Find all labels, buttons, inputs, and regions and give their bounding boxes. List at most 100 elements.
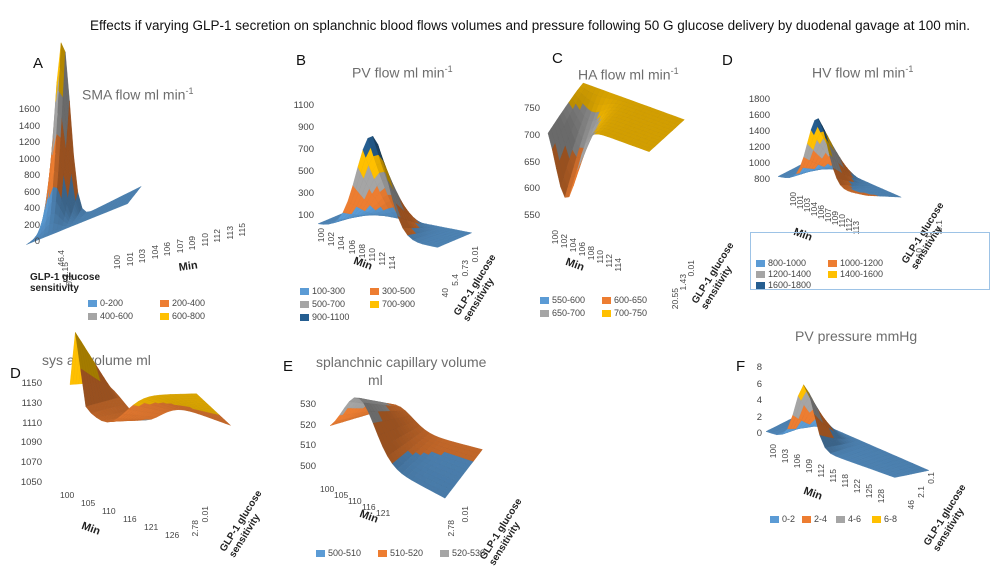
glp-axis-title: GLP-1 glucose sensitivity (30, 272, 101, 294)
panel-letter-a: A (33, 55, 44, 72)
min-tick-label: 106 (346, 240, 357, 255)
min-tick-label: 106 (792, 454, 802, 469)
z-tick-label: 0 (34, 236, 40, 247)
z-tick-label: 500 (300, 461, 316, 472)
z-tick-label: 650 (524, 156, 540, 168)
legend-item: 1000-1200 (828, 258, 883, 268)
min-tick-label: 103 (137, 248, 147, 263)
legend-item: 1200-1400 (756, 269, 811, 279)
legend-label: 1200-1400 (768, 269, 812, 279)
legend-swatch (316, 550, 325, 558)
legend-swatch (756, 271, 765, 279)
min-tick-label: 100 (112, 255, 122, 270)
panel-a-title: SMA flow ml min-1 (82, 86, 194, 103)
min-tick-label: 112 (377, 252, 388, 266)
glp-tick-label: 2.78 (446, 520, 456, 537)
legend-item: 600-800 (160, 311, 205, 321)
min-tick-label: 114 (387, 256, 398, 270)
legend-item: 1400-1600 (828, 269, 883, 279)
min-tick-label: 116 (123, 514, 137, 524)
legend-swatch (370, 288, 379, 296)
legend-item: 1600-1800 (756, 280, 811, 290)
panel-letter-c: C (552, 50, 563, 67)
legend-label: 400-600 (100, 311, 134, 321)
legend-label: 510-520 (390, 548, 424, 558)
legend-label: 900-1100 (312, 312, 350, 322)
min-tick-label: 105 (334, 490, 349, 500)
z-tick-label: 1130 (21, 397, 42, 409)
legend-item: 100-300 (300, 286, 345, 296)
surface-facet (888, 474, 899, 478)
panel-c-title: HA flow ml min-1 (578, 66, 679, 83)
legend-item: 550-600 (540, 295, 585, 305)
panel-e-title-line2: ml (368, 372, 383, 388)
glp-tick-label: 0.01 (470, 246, 480, 263)
legend-item: 400-600 (88, 311, 133, 321)
legend-swatch (770, 516, 779, 524)
z-tick-label: 600 (24, 186, 40, 198)
legend-swatch (300, 288, 309, 296)
z-tick-label: 8 (756, 362, 762, 373)
min-tick-label: 110 (102, 506, 116, 516)
legend-swatch (160, 313, 169, 321)
z-tick-label: 530 (300, 399, 316, 410)
z-tick-label: 1090 (20, 437, 42, 449)
surface-facet (644, 147, 653, 152)
legend-swatch (440, 550, 449, 558)
legend-label: 1600-1800 (768, 280, 812, 290)
z-tick-label: 900 (298, 122, 314, 133)
legend-item: 510-520 (378, 548, 423, 558)
legend-swatch (756, 260, 765, 268)
glp-tick-label: 0.01 (460, 506, 470, 523)
legend-item: 0-2 (770, 514, 795, 524)
legend-label: 700-900 (382, 299, 416, 309)
legend-swatch (540, 310, 549, 318)
z-tick-label: 520 (300, 419, 316, 431)
z-tick-label: 1800 (748, 94, 770, 105)
min-tick-label: 112 (212, 229, 222, 243)
z-tick-label: 1000 (18, 153, 40, 165)
min-tick-label: 104 (149, 245, 160, 260)
z-tick-label: 1110 (22, 417, 42, 429)
legend-swatch (828, 271, 837, 279)
min-tick-label: 110 (199, 232, 210, 247)
z-tick-label: 800 (24, 170, 40, 181)
legend-item: 2-4 (802, 514, 827, 524)
legend-label: 500-700 (312, 299, 346, 309)
z-tick-label: 1400 (748, 126, 770, 137)
z-tick-label: 1600 (748, 110, 770, 121)
panel-letter-e: E (283, 358, 294, 375)
legend-swatch (540, 297, 549, 305)
legend-label: 0-200 (100, 298, 124, 308)
surface-e (329, 397, 483, 499)
z-tick-label: 1100 (293, 100, 314, 111)
z-tick-label: 100 (298, 210, 314, 221)
surface-dsys (69, 331, 231, 426)
figure-title: Effects if varying GLP-1 secretion on sp… (90, 18, 970, 33)
legend-item: 0-200 (88, 298, 123, 308)
z-tick-label: 200 (24, 219, 40, 231)
z-tick-label: 800 (754, 174, 770, 185)
legend-item: 700-750 (602, 308, 647, 318)
min-tick-label: 122 (852, 479, 862, 494)
z-tick-label: 1200 (748, 142, 770, 153)
legend-label: 300-500 (382, 286, 416, 296)
legend-item: 650-700 (540, 308, 585, 318)
legend-item: 6-8 (872, 514, 897, 524)
panel-f-title: PV pressure mmHg (795, 328, 918, 344)
legend-label: 550-600 (552, 295, 586, 305)
min-tick-label: 121 (144, 522, 159, 532)
z-tick-label: 400 (24, 203, 40, 214)
min-tick-label: 100 (768, 444, 778, 459)
min-tick-label: 118 (840, 474, 850, 488)
min-tick-label: 107 (174, 239, 185, 254)
min-tick-label: 110 (348, 496, 362, 506)
legend-item: 600-650 (602, 295, 647, 305)
surface-facet (431, 244, 442, 248)
legend-swatch (88, 313, 97, 321)
surface-facet (862, 194, 869, 196)
surface-c (547, 82, 685, 199)
glp-tick-label: 2.78 (190, 520, 200, 537)
surface-f (765, 384, 930, 478)
legend-label: 700-750 (614, 308, 648, 318)
